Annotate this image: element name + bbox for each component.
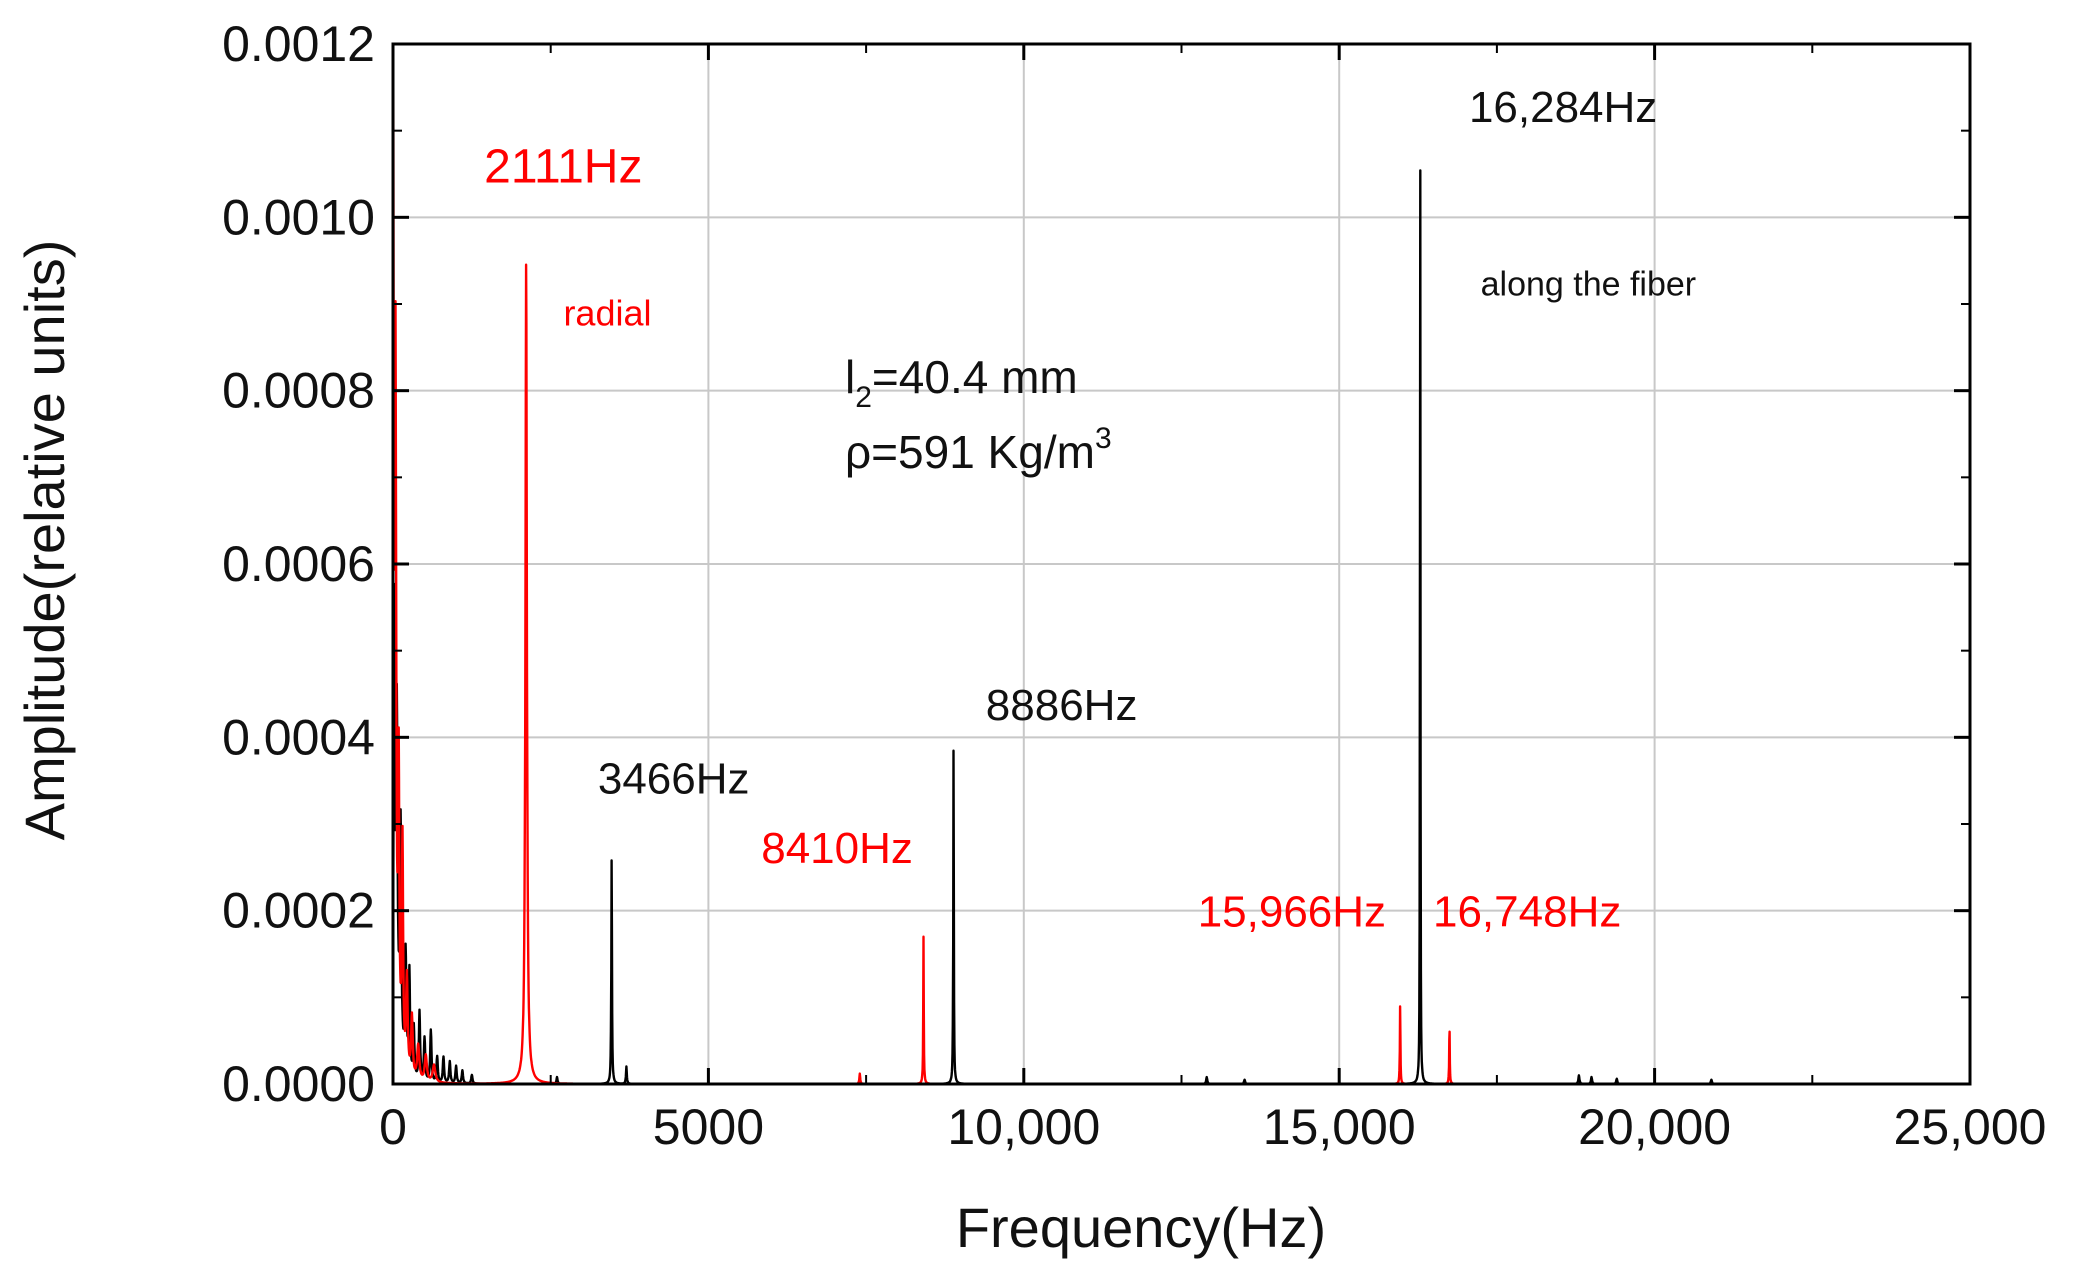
peak-annotation: 2111Hz bbox=[484, 141, 642, 194]
y-tick-label: 0.0002 bbox=[222, 883, 375, 939]
x-tick-label: 10,000 bbox=[947, 1099, 1100, 1155]
length-symbol: l bbox=[845, 351, 855, 403]
y-tick-label: 0.0004 bbox=[222, 709, 375, 765]
y-tick-label: 0.0006 bbox=[222, 536, 375, 592]
y-axis-title: Amplitude(relative units) bbox=[13, 240, 76, 841]
fiber-length-label: l2=40.4 mm bbox=[845, 351, 1078, 414]
density-superscript: 3 bbox=[1095, 422, 1112, 455]
grid-lines bbox=[393, 44, 1970, 1084]
peak-annotation: radial bbox=[563, 293, 651, 334]
y-tick-label: 0.0012 bbox=[222, 16, 375, 72]
peak-annotation: 8886Hz bbox=[986, 681, 1138, 730]
peak-annotation: along the fiber bbox=[1481, 265, 1697, 303]
length-subscript: 2 bbox=[855, 381, 872, 414]
x-tick-label: 0 bbox=[379, 1099, 407, 1155]
x-tick-label: 25,000 bbox=[1894, 1099, 2047, 1155]
length-value: =40.4 mm bbox=[872, 351, 1078, 403]
x-tick-label: 15,000 bbox=[1263, 1099, 1416, 1155]
peak-annotation: 16,748Hz bbox=[1433, 887, 1621, 936]
peak-annotation: 8410Hz bbox=[761, 824, 913, 873]
peak-annotation: 15,966Hz bbox=[1198, 887, 1386, 936]
density-label: ρ=591 Kg/m3 bbox=[845, 422, 1112, 478]
y-tick-label: 0.0000 bbox=[222, 1056, 375, 1112]
x-tick-label: 5000 bbox=[653, 1099, 764, 1155]
peak-annotation: 3466Hz bbox=[598, 755, 750, 804]
peak-annotation: 16,284Hz bbox=[1469, 83, 1657, 132]
y-tick-labels: 0.0000 0.0002 0.0004 0.0006 0.0008 0.0010 0.00… bbox=[222, 16, 375, 1112]
x-axis-title: Frequency(Hz) bbox=[956, 1196, 1326, 1259]
y-tick-label: 0.0008 bbox=[222, 363, 375, 419]
axis-ticks bbox=[391, 42, 1972, 1086]
x-tick-labels: 0 5000 10,000 15,000 20,000 25,000 bbox=[379, 1099, 2046, 1155]
x-tick-label: 20,000 bbox=[1578, 1099, 1731, 1155]
density-value: ρ=591 Kg/m bbox=[845, 426, 1095, 478]
y-tick-label: 0.0010 bbox=[222, 189, 375, 245]
